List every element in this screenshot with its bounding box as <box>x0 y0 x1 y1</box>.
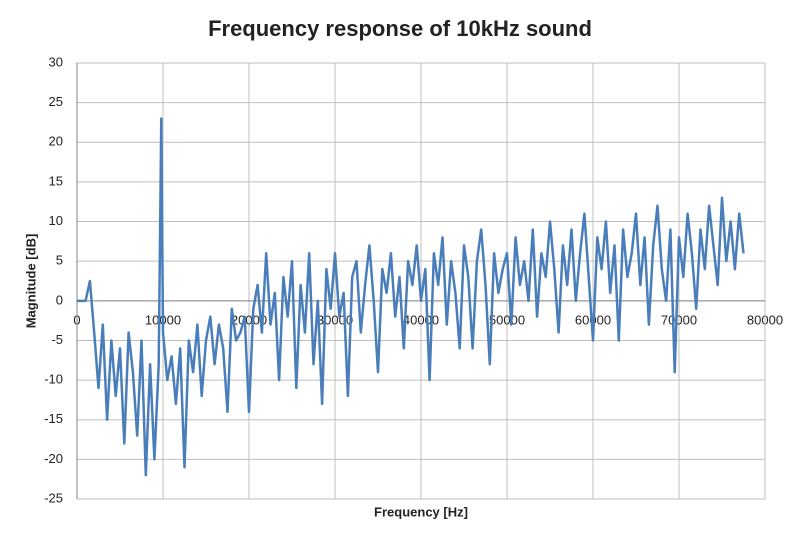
x-tick-label: 50000 <box>489 312 525 327</box>
x-tick-label: 20000 <box>231 312 267 327</box>
chart-title: Frequency response of 10kHz sound <box>208 16 592 41</box>
y-tick-label: -20 <box>44 451 63 466</box>
y-tick-label: 30 <box>49 54 63 69</box>
y-tick-label: 5 <box>56 253 63 268</box>
x-axis-title: Frequency [Hz] <box>374 504 468 519</box>
x-tick-label: 70000 <box>661 312 697 327</box>
y-tick-label: 20 <box>49 134 63 149</box>
y-tick-label: -25 <box>44 490 63 505</box>
y-tick-label: 0 <box>56 292 63 307</box>
x-tick-label: 40000 <box>403 312 439 327</box>
x-tick-label: 30000 <box>317 312 353 327</box>
y-tick-label: -5 <box>51 332 63 347</box>
data-line <box>77 117 745 477</box>
y-tick-label: -10 <box>44 372 63 387</box>
y-axis-title: Magnitude [dB] <box>23 234 38 329</box>
y-tick-label: 25 <box>49 94 63 109</box>
y-tick-label: 15 <box>49 173 63 188</box>
y-tick-label: -15 <box>44 411 63 426</box>
y-tick-label: 10 <box>49 213 63 228</box>
